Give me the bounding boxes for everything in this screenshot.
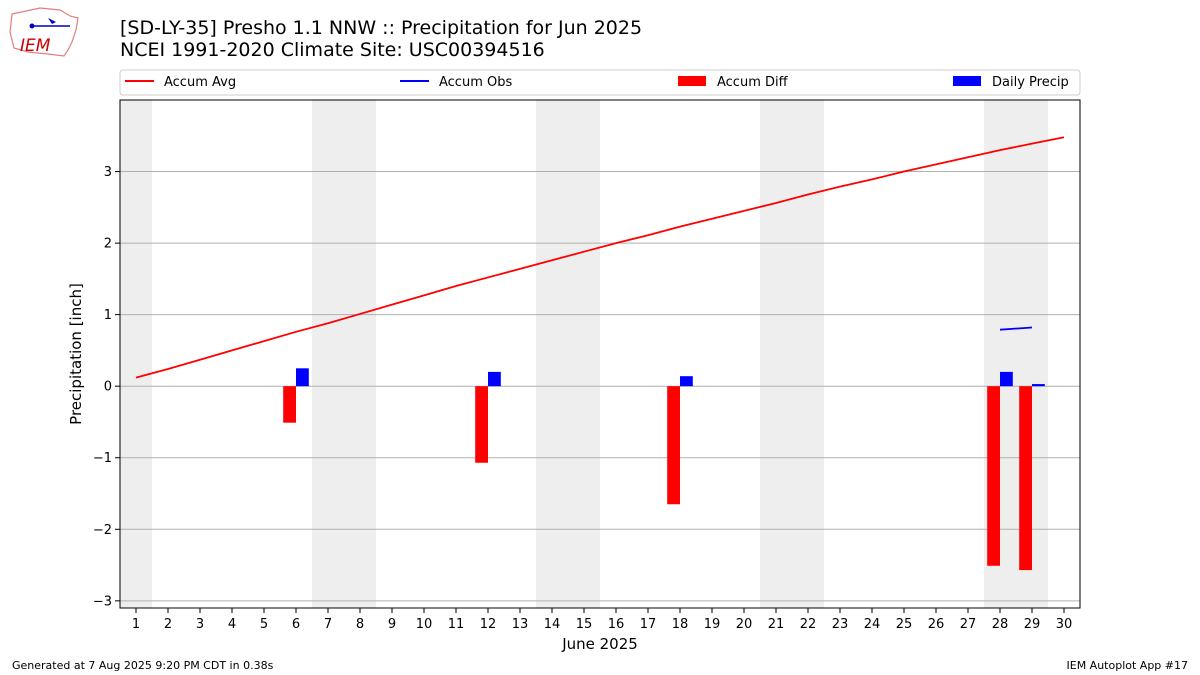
accum-avg-line (135, 136, 1065, 379)
legend: Accum Avg Accum Obs Accum Diff Daily Precip (119, 69, 1081, 96)
x-tick-label: 4 (228, 617, 236, 632)
x-tick-label: 22 (800, 617, 817, 632)
x-tick-label: 15 (576, 617, 593, 632)
y-tick-label: 1 (104, 308, 112, 323)
x-axis-label: June 2025 (561, 635, 638, 653)
x-tick-label: 14 (544, 617, 561, 632)
x-tick-label: 16 (608, 617, 625, 632)
weekend-shade (120, 100, 152, 608)
generated-timestamp: Generated at 7 Aug 2025 9:20 PM CDT in 0… (12, 659, 274, 672)
accum-diff-bar (1019, 386, 1032, 571)
svg-text:IEM: IEM (20, 36, 51, 56)
chart-subtitle: NCEI 1991-2020 Climate Site: USC00394516 (120, 39, 545, 61)
daily-precip-bar (296, 368, 309, 387)
daily-precip-bar (488, 371, 501, 387)
x-tick-label: 28 (992, 617, 1009, 632)
legend-swatch-daily-precip (953, 76, 981, 86)
chart-title: [SD-LY-35] Presho 1.1 NNW :: Precipitati… (120, 17, 643, 39)
x-tick-label: 3 (196, 617, 204, 632)
x-axis-ticks: 1 2 3 4 5 6 7 8 9 10 11 12 13 14 15 16 17 18 19 20 21 22 23 24 2… (132, 608, 1072, 632)
x-tick-label: 23 (832, 617, 849, 632)
x-tick-label: 25 (896, 617, 913, 632)
x-tick-label: 21 (768, 617, 785, 632)
x-tick-label: 27 (960, 617, 977, 632)
y-tick-label: 3 (104, 165, 112, 180)
legend-swatch-accum-diff (678, 76, 706, 86)
iem-logo-icon: IEM (9, 7, 79, 57)
lines (135, 136, 1065, 379)
bars (283, 368, 1045, 571)
x-tick-label: 29 (1024, 617, 1041, 632)
x-tick-label: 26 (928, 617, 945, 632)
x-tick-label: 30 (1056, 617, 1073, 632)
x-tick-label: 8 (356, 617, 364, 632)
x-tick-label: 18 (672, 617, 689, 632)
x-tick-label: 9 (388, 617, 396, 632)
x-tick-label: 5 (260, 617, 268, 632)
accum-diff-bar (667, 386, 680, 505)
app-label: IEM Autoplot App #17 (1066, 659, 1189, 672)
x-tick-label: 1 (132, 617, 140, 632)
x-tick-label: 24 (864, 617, 881, 632)
x-tick-label: 2 (164, 617, 172, 632)
weekend-shading (120, 100, 1048, 608)
x-tick-label: 6 (292, 617, 300, 632)
accum-diff-bar (475, 386, 488, 463)
accum-diff-bar (283, 386, 296, 423)
y-axis-ticks: −3 −2 −1 0 1 2 3 (93, 165, 120, 609)
legend-label-accum-diff: Accum Diff (717, 75, 789, 90)
y-tick-label: −2 (93, 523, 112, 538)
x-tick-label: 12 (480, 617, 497, 632)
x-tick-label: 13 (512, 617, 529, 632)
x-tick-label: 10 (416, 617, 433, 632)
legend-label-accum-obs: Accum Obs (439, 75, 512, 90)
x-tick-label: 11 (448, 617, 465, 632)
legend-label-accum-avg: Accum Avg (164, 75, 236, 90)
x-tick-label: 17 (640, 617, 657, 632)
weekend-shade (536, 100, 600, 608)
y-axis-label: Precipitation [inch] (67, 283, 85, 425)
y-tick-label: −3 (93, 594, 112, 609)
x-tick-label: 19 (704, 617, 721, 632)
legend-frame (119, 69, 1081, 96)
y-tick-label: 2 (104, 237, 112, 252)
daily-precip-bar (1032, 384, 1045, 387)
x-tick-label: 20 (736, 617, 753, 632)
daily-precip-bar (1000, 371, 1013, 387)
accum-diff-bar (987, 386, 1000, 566)
weekend-shade (312, 100, 376, 608)
legend-label-daily-precip: Daily Precip (992, 75, 1069, 90)
weekend-shade (760, 100, 824, 608)
y-tick-label: −1 (93, 451, 112, 466)
daily-precip-bar (680, 376, 693, 387)
gridlines (120, 171, 1080, 602)
plot-frame (119, 99, 1081, 609)
accum-obs-line (999, 326, 1033, 331)
y-tick-label: 0 (104, 380, 112, 395)
x-tick-label: 7 (324, 617, 332, 632)
